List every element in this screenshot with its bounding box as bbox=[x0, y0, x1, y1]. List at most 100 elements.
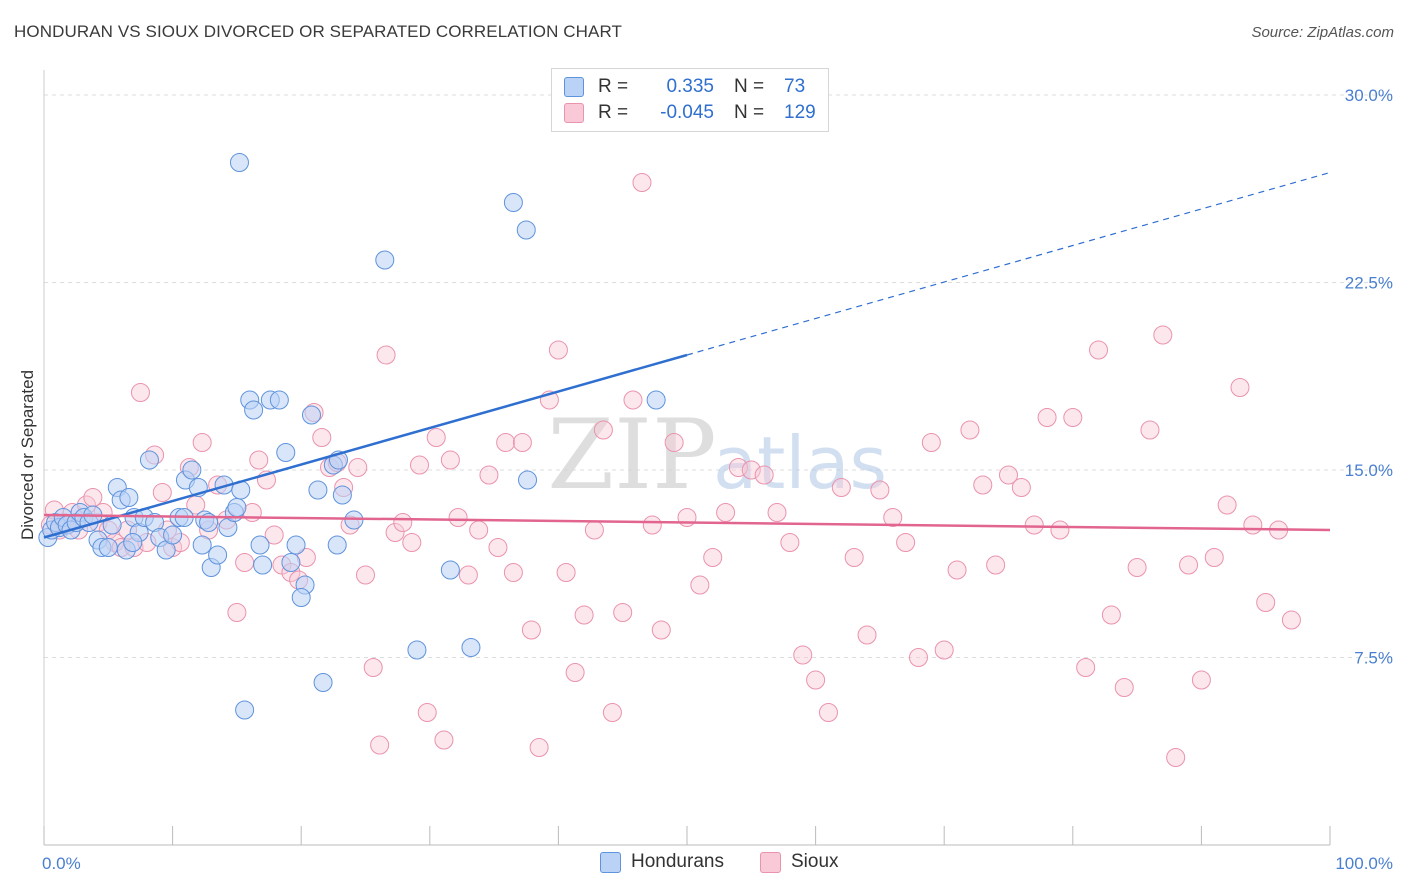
sioux-point bbox=[741, 460, 761, 480]
hondurans-legend-swatch bbox=[600, 851, 621, 873]
sioux-point bbox=[623, 390, 643, 410]
chart-title: HONDURAN VS SIOUX DIVORCED OR SEPARATED … bbox=[14, 22, 623, 41]
sioux-point bbox=[1024, 515, 1044, 535]
sioux-point bbox=[947, 560, 967, 580]
y-tick-label: 15.0% bbox=[1345, 461, 1393, 480]
legend-r-label: R = bbox=[598, 102, 629, 123]
legend-r-value: -0.045 bbox=[660, 102, 714, 123]
sioux-point bbox=[521, 620, 541, 640]
sioux-point bbox=[754, 465, 774, 485]
grid-lines bbox=[44, 94, 1392, 658]
hondurans-point bbox=[646, 390, 666, 410]
sioux-point bbox=[806, 670, 826, 690]
series-legend: Hondurans Sioux bbox=[0, 851, 1406, 877]
sioux-point bbox=[1076, 658, 1096, 677]
sioux-point bbox=[651, 620, 671, 640]
sioux-point bbox=[1179, 555, 1199, 575]
axes bbox=[43, 70, 1331, 846]
legend-n-label: N = bbox=[734, 76, 765, 97]
sioux-point bbox=[512, 433, 532, 452]
sioux-point bbox=[632, 173, 652, 192]
hondurans-point bbox=[250, 535, 270, 555]
sioux-point bbox=[883, 508, 903, 527]
hondurans-legend-label: Hondurans bbox=[631, 851, 724, 872]
sioux-point bbox=[1089, 340, 1109, 360]
watermark: ZIP atlas bbox=[547, 399, 887, 511]
hondurans-point bbox=[301, 405, 321, 425]
sioux-point bbox=[529, 738, 549, 757]
sioux-trend-line bbox=[43, 513, 1331, 532]
sioux-point bbox=[1204, 548, 1224, 567]
sioux-point bbox=[130, 383, 150, 402]
sioux-point bbox=[496, 433, 516, 452]
sioux-point bbox=[602, 703, 622, 722]
sioux-point bbox=[1153, 325, 1173, 345]
hondurans-points bbox=[38, 153, 666, 720]
sioux-point bbox=[844, 548, 864, 567]
sioux-point bbox=[376, 345, 396, 365]
hondurans-point bbox=[192, 535, 212, 555]
sioux-point bbox=[593, 420, 613, 440]
sioux-point bbox=[999, 465, 1018, 485]
sioux-point bbox=[469, 520, 489, 540]
legend-r-value: 0.335 bbox=[666, 76, 714, 97]
sioux-point bbox=[249, 450, 269, 470]
sioux-point bbox=[716, 503, 736, 522]
hondurans-point bbox=[375, 250, 395, 270]
sioux-point bbox=[370, 735, 390, 755]
legend-n-value: 73 bbox=[784, 76, 806, 97]
sioux-point bbox=[1217, 495, 1237, 515]
legend-r-label: R = bbox=[598, 76, 629, 97]
sioux-point bbox=[1191, 670, 1211, 690]
sioux-point bbox=[642, 515, 662, 535]
sioux-point bbox=[1166, 748, 1186, 767]
sioux-point bbox=[986, 555, 1006, 575]
sioux-point bbox=[1243, 515, 1263, 535]
sioux-point bbox=[908, 648, 928, 667]
hondurans-point bbox=[440, 560, 460, 580]
hondurans-point bbox=[407, 640, 427, 660]
sioux-point bbox=[402, 533, 422, 552]
sioux-point bbox=[363, 658, 383, 677]
x-tick-label: 100.0% bbox=[1335, 854, 1393, 873]
sioux-point bbox=[312, 428, 332, 447]
legend-row-hondurans: R = 0.335 N = 73 bbox=[564, 75, 805, 99]
sioux-point bbox=[348, 458, 368, 477]
sioux-point bbox=[1256, 593, 1276, 612]
hondurans-point bbox=[313, 673, 333, 692]
sioux-point bbox=[818, 703, 838, 722]
sioux-point bbox=[664, 433, 684, 452]
y-tick-label: 30.0% bbox=[1345, 86, 1393, 105]
sioux-legend-label: Sioux bbox=[791, 851, 839, 872]
sioux-point bbox=[410, 455, 430, 475]
sioux-point bbox=[1230, 378, 1250, 397]
legend-row-sioux: R = -0.045 N = 129 bbox=[564, 101, 816, 125]
correlation-legend: R = 0.335 N = 73 R = -0.045 N = 129 bbox=[551, 68, 829, 132]
sioux-point bbox=[613, 603, 633, 622]
sioux-point bbox=[227, 603, 247, 622]
watermark-zip: ZIP bbox=[547, 399, 716, 511]
hondurans-point bbox=[286, 535, 306, 555]
sioux-point bbox=[1037, 408, 1057, 427]
sioux-point bbox=[960, 420, 980, 440]
hondurans-point bbox=[253, 555, 273, 575]
hondurans-point bbox=[503, 193, 523, 212]
hondurans-point bbox=[208, 545, 228, 565]
sioux-point bbox=[1011, 478, 1031, 497]
hondurans-point bbox=[461, 638, 481, 657]
sioux-point bbox=[1281, 610, 1301, 630]
hondurans-point bbox=[98, 538, 118, 557]
sioux-point bbox=[434, 730, 454, 750]
sioux-point bbox=[440, 450, 460, 470]
hondurans-point bbox=[235, 700, 255, 720]
hondurans-point bbox=[291, 588, 311, 607]
sioux-point bbox=[767, 503, 787, 522]
hondurans-point bbox=[139, 450, 159, 470]
sioux-point bbox=[831, 478, 851, 497]
y-tick-label: 7.5% bbox=[1354, 649, 1393, 668]
sioux-point bbox=[703, 548, 723, 567]
legend-n-label: N = bbox=[734, 102, 765, 123]
sioux-point bbox=[780, 533, 800, 552]
sioux-point bbox=[896, 533, 916, 552]
sioux-point bbox=[565, 663, 585, 682]
